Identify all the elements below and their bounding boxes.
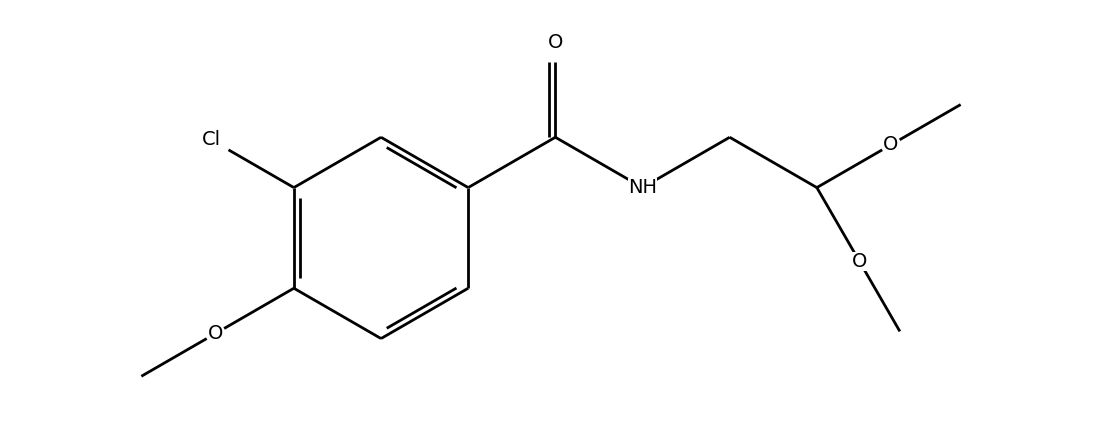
Text: O: O [208,324,223,343]
Text: O: O [548,33,563,52]
Text: O: O [852,252,867,271]
Text: O: O [883,135,898,155]
Text: Cl: Cl [202,130,220,149]
Text: NH: NH [628,178,657,197]
